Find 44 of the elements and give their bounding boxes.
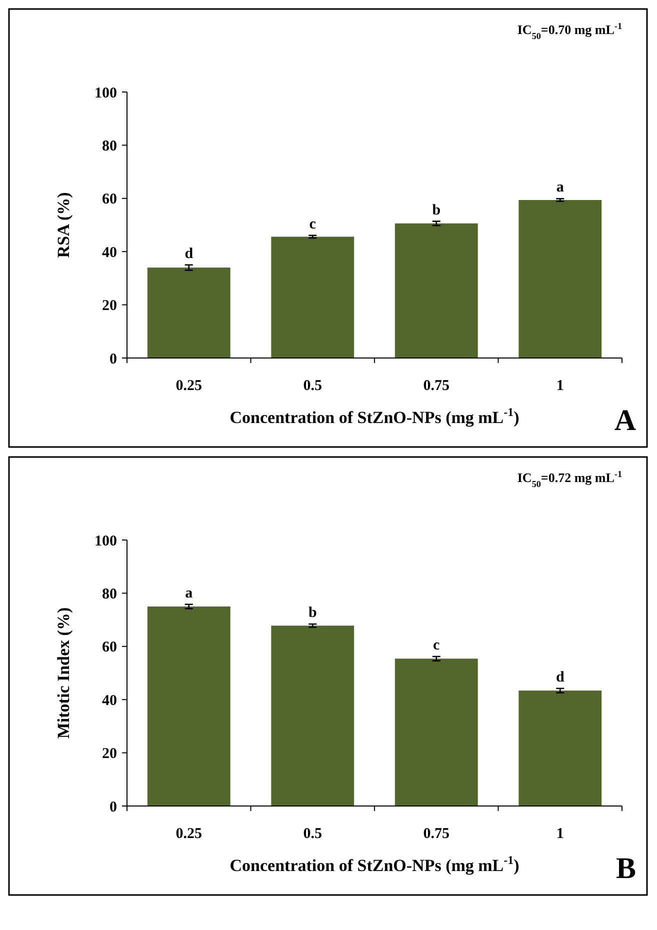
bar [147, 606, 230, 806]
y-tick-label: 80 [102, 586, 117, 602]
annotation: b [432, 202, 441, 218]
annotation: a [185, 585, 194, 602]
text: IC$_{50}$=0.72 mg mL$^{-1}$ [517, 469, 622, 489]
annotation: c [309, 216, 316, 232]
x-tick-label: 0.5 [303, 378, 322, 394]
x-tick-label: 0.75 [423, 378, 450, 394]
x-tick-label: 1 [556, 378, 564, 394]
y-axis-title: Mitotic Index (%) [54, 607, 73, 739]
x-axis-title: Concentration of StZnO-NPs (mg mL$^{-1}$) [230, 405, 520, 427]
annotation: d [556, 669, 565, 686]
text: B [616, 852, 636, 885]
text: IC$_{50}$=0.70 mg mL$^{-1}$ [517, 21, 622, 41]
y-tick-label: 40 [102, 692, 117, 709]
y-tick-label: 20 [102, 746, 117, 762]
text: A [614, 404, 636, 437]
annotation: a [556, 180, 564, 196]
bar [394, 658, 478, 806]
y-tick-label: 60 [102, 640, 117, 656]
y-axis-title: RSA (%) [54, 192, 73, 258]
x-tick-label: 0.25 [176, 826, 202, 842]
y-tick-label: 0 [110, 799, 117, 816]
bar [271, 236, 354, 358]
bar [394, 223, 478, 358]
bar [147, 268, 230, 358]
x-tick-label: 1 [556, 826, 564, 842]
bar [518, 200, 602, 358]
y-tick-label: 60 [102, 192, 117, 208]
annotation: c [433, 638, 440, 654]
x-axis-title: Concentration of StZnO-NPs (mg mL$^{-1}$) [230, 853, 520, 875]
x-tick-label: 0.5 [303, 826, 322, 842]
x-tick-label: 0.25 [176, 378, 202, 394]
y-tick-label: 100 [94, 533, 117, 550]
bar [271, 626, 354, 806]
x-tick-label: 0.75 [423, 826, 450, 842]
y-tick-label: 80 [102, 138, 117, 154]
annotation: b [308, 605, 317, 622]
y-tick-label: 0 [110, 351, 117, 368]
annotation: d [184, 246, 194, 262]
y-tick-label: 100 [94, 85, 117, 102]
y-tick-label: 40 [102, 244, 117, 261]
bar [518, 690, 602, 806]
y-tick-label: 20 [102, 298, 117, 314]
